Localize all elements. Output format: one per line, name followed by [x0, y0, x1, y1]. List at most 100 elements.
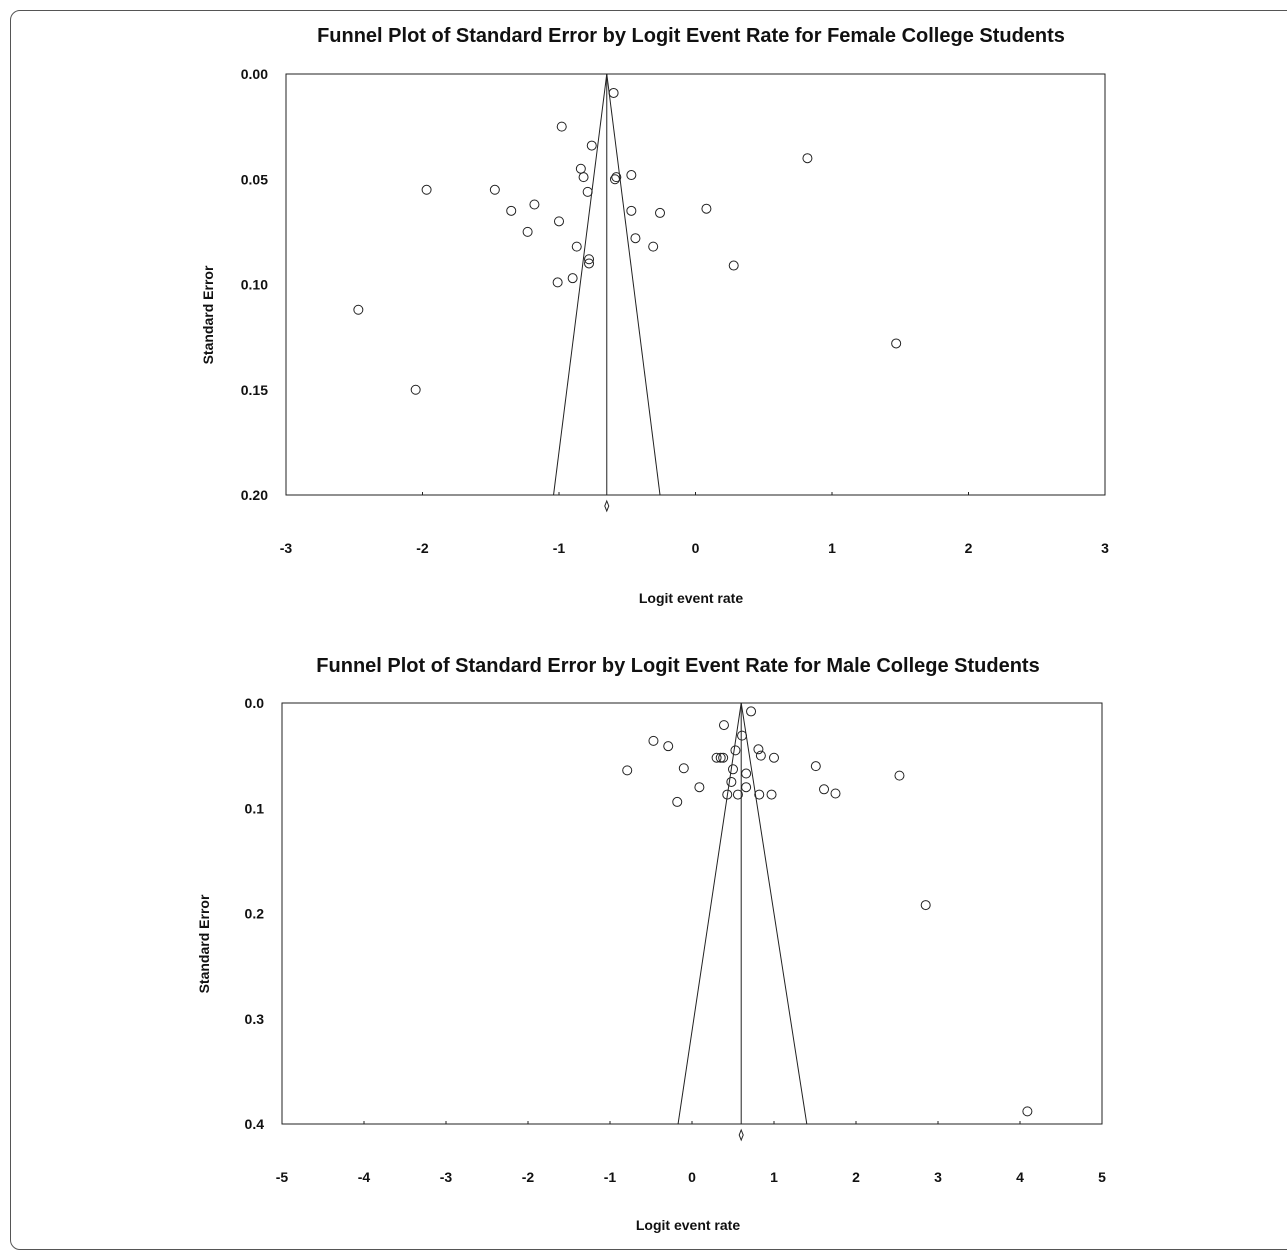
data-point-female [582, 186, 593, 197]
data-point-male [741, 768, 752, 779]
data-point-female [421, 184, 432, 195]
data-point-male [755, 750, 766, 761]
data-point-male [648, 735, 659, 746]
data-point-male [730, 745, 741, 756]
x-tick-label-male: -3 [440, 1169, 453, 1185]
y-axis-label-male: Standard Error [196, 894, 212, 993]
x-tick-label-male: 2 [852, 1169, 860, 1185]
chart-title-male: Funnel Plot of Standard Error by Logit E… [316, 655, 1039, 677]
data-point-male [737, 730, 748, 741]
plot-frame-male [281, 702, 1103, 1125]
y-tick-label-male: 0.4 [245, 1116, 265, 1132]
data-point-female [611, 172, 622, 183]
x-tick-label-male: -2 [522, 1169, 535, 1185]
x-tick-label-male: 3 [934, 1169, 942, 1185]
x-tick-label-female: 2 [965, 540, 973, 556]
y-axis-label-female: Standard Error [200, 265, 216, 364]
y-tick-label-male: 0.0 [245, 695, 265, 711]
data-point-female [554, 216, 564, 227]
data-point-male [753, 744, 764, 755]
y-tick-label-female: 0.05 [241, 171, 268, 187]
data-point-male [810, 761, 821, 772]
data-point-female [584, 254, 595, 265]
data-point-female [529, 199, 540, 210]
data-point-female [701, 203, 712, 214]
data-point-female [575, 163, 586, 174]
x-tick-label-male: 4 [1016, 1169, 1024, 1185]
chart-male: Funnel Plot of Standard Error by Logit E… [196, 655, 1106, 1233]
data-point-male [894, 770, 905, 781]
data-point-female [353, 304, 364, 315]
x-tick-label-male: 0 [688, 1169, 696, 1185]
chart-title-female: Funnel Plot of Standard Error by Logit E… [317, 25, 1065, 47]
data-point-male [722, 789, 733, 800]
x-tick-label-male: 1 [770, 1169, 778, 1185]
data-point-female [728, 260, 739, 271]
y-tick-label-female: 0.00 [241, 66, 268, 82]
data-point-male [766, 789, 777, 800]
data-point-female [608, 87, 619, 98]
data-point-female [802, 153, 813, 164]
data-point-male [754, 789, 765, 800]
data-point-female [410, 384, 421, 395]
data-point-female [609, 174, 620, 185]
data-point-female [648, 241, 659, 252]
data-point-male [726, 776, 737, 787]
data-point-female [891, 338, 902, 349]
summary-diamond-male [738, 1128, 744, 1142]
data-point-male [819, 784, 830, 795]
data-point-male [728, 764, 738, 775]
plot-frame-female [285, 73, 1106, 496]
summary-diamond-female [604, 499, 610, 513]
x-tick-label-female: -3 [280, 540, 293, 556]
x-tick-label-male: 5 [1098, 1169, 1106, 1185]
data-point-female [630, 233, 641, 244]
data-point-male [718, 720, 729, 731]
data-point-male [622, 765, 633, 776]
data-point-female [489, 184, 500, 195]
data-point-male [711, 752, 722, 763]
data-point-female [584, 258, 595, 269]
data-point-female [578, 172, 589, 183]
x-tick-label-female: -1 [553, 540, 566, 556]
data-point-male [672, 796, 683, 807]
data-point-male [741, 782, 752, 793]
x-tick-label-female: 3 [1101, 540, 1109, 556]
data-point-female [571, 241, 582, 252]
y-tick-label-male: 0.3 [245, 1011, 265, 1027]
x-axis-label-female: Logit event rate [639, 590, 743, 606]
data-point-male [715, 752, 726, 763]
data-point-female [626, 170, 637, 181]
y-tick-label-female: 0.15 [241, 382, 268, 398]
data-point-female [626, 205, 637, 216]
x-tick-label-female: 1 [828, 540, 836, 556]
y-tick-label-male: 0.2 [245, 906, 265, 922]
y-tick-label-female: 0.10 [241, 277, 268, 293]
data-point-female [556, 121, 567, 132]
data-point-male [920, 900, 931, 911]
data-point-male [1022, 1106, 1033, 1117]
x-tick-label-female: -2 [416, 540, 429, 556]
data-point-female [552, 277, 563, 288]
data-point-male [769, 752, 779, 763]
data-point-male [732, 789, 743, 800]
data-point-male [746, 706, 757, 717]
data-point-male [830, 788, 841, 799]
x-axis-label-male: Logit event rate [636, 1217, 740, 1233]
x-tick-label-male: -5 [276, 1169, 289, 1185]
data-point-male [663, 741, 674, 752]
data-point-female [567, 273, 578, 284]
data-point-male [678, 763, 689, 774]
x-tick-label-male: -4 [358, 1169, 371, 1185]
data-point-male [694, 782, 705, 793]
y-tick-label-male: 0.1 [245, 800, 265, 816]
funnel-right-line-male [740, 702, 808, 1125]
x-tick-label-female: 0 [692, 540, 700, 556]
funnel-right-line-female [606, 73, 661, 496]
data-point-male [718, 752, 729, 763]
data-point-female [655, 207, 666, 218]
data-point-female [522, 226, 533, 237]
data-point-female [506, 205, 517, 216]
funnel-left-line-female [553, 73, 608, 496]
